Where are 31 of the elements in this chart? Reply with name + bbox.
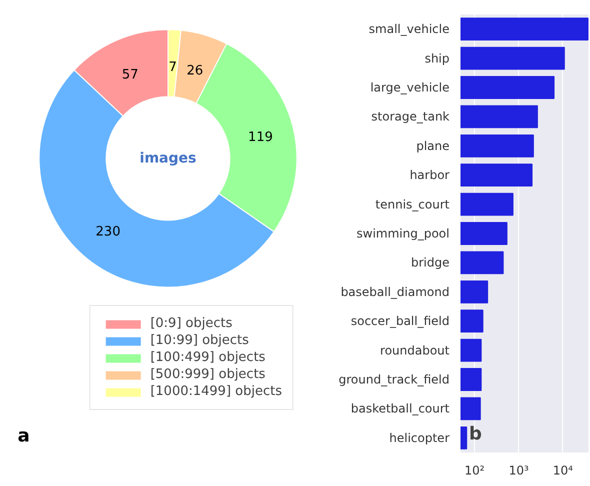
legend-label: [100:499] objects: [150, 350, 266, 365]
y-tick-label: swimming_pool: [356, 226, 450, 240]
y-tick-label: harbor: [410, 168, 450, 182]
legend-label: [1000:1499] objects: [150, 384, 282, 399]
y-tick-label: ground_track_field: [338, 372, 450, 386]
y-tick-label: ship: [424, 51, 450, 66]
x-tick-label: 10²: [464, 464, 485, 478]
data-label: 57: [122, 67, 138, 82]
legend-label: [500:999] objects: [150, 367, 266, 382]
text: a: [18, 426, 30, 447]
y-tick-label: large_vehicle: [370, 80, 450, 94]
text: images: [140, 150, 196, 166]
y-tick-label: basketball_court: [350, 402, 450, 416]
y-tick-label: bridge: [411, 256, 450, 270]
y-tick-label: storage_tank: [371, 110, 450, 124]
x-tick-label: 10⁴: [552, 464, 574, 478]
y-tick-label: small_vehicle: [368, 22, 450, 36]
data-label: 230: [96, 224, 120, 240]
y-tick-label: plane: [416, 138, 450, 153]
legend-label: [0:9] objects: [150, 316, 232, 331]
y-tick-label: tennis_court: [375, 197, 450, 212]
y-tick-label: baseball_diamond: [340, 284, 450, 299]
legend-label: [10:99] objects: [150, 333, 249, 348]
data-label: 7: [168, 60, 177, 75]
y-tick-label: helicopter: [389, 430, 450, 445]
data-label: 119: [248, 130, 273, 145]
y-tick-label: roundabout: [380, 343, 450, 358]
x-tick-label: 10³: [508, 464, 529, 478]
data-label: 26: [186, 64, 204, 79]
y-tick-label: soccer_ball_field: [350, 314, 450, 328]
annotation: b: [469, 424, 482, 444]
